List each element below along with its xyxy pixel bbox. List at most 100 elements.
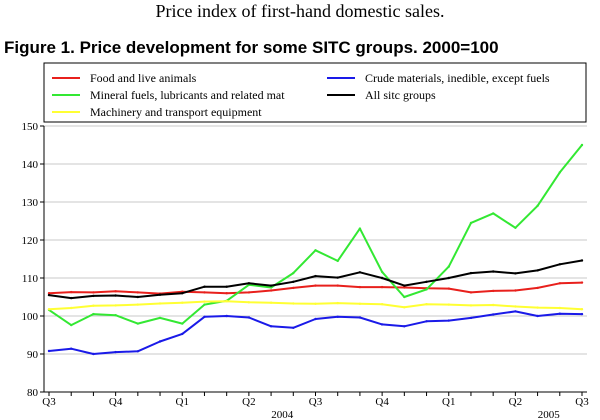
data-point	[92, 291, 95, 294]
data-point	[114, 290, 117, 293]
data-point	[92, 304, 95, 307]
x-year-label: 2005	[538, 409, 561, 420]
data-point	[158, 302, 162, 305]
x-axis-ticks: Q3 Q4 Q1 Q2 Q3 Q4 Q1 Q2 Q3 2004 2005	[42, 392, 589, 420]
data-point	[558, 263, 561, 266]
data-point	[269, 301, 273, 304]
data-point	[314, 284, 317, 287]
data-point	[580, 143, 584, 147]
y-tick-label: 150	[22, 121, 39, 133]
gridlines	[44, 125, 587, 355]
data-point	[225, 300, 228, 303]
data-point	[425, 280, 428, 283]
data-point	[114, 304, 117, 307]
data-point	[247, 291, 251, 294]
data-point	[47, 308, 51, 311]
data-point	[492, 313, 495, 316]
data-point	[536, 286, 539, 290]
data-point	[536, 306, 539, 309]
data-point	[136, 295, 139, 299]
data-point	[447, 276, 450, 280]
data-point	[292, 302, 295, 305]
data-point	[158, 293, 162, 296]
data-point	[514, 305, 517, 308]
series-line-2	[48, 300, 583, 311]
data-point	[336, 301, 339, 305]
data-point	[447, 303, 450, 306]
data-point	[292, 326, 295, 329]
data-point	[492, 212, 495, 215]
data-point	[558, 306, 561, 310]
data-point	[425, 288, 428, 291]
data-point	[314, 302, 317, 305]
series-line-1	[48, 144, 583, 327]
data-point	[403, 286, 406, 289]
y-axis-ticks: 80 90 100 110 120 130 140 150	[22, 121, 44, 399]
data-point	[269, 325, 273, 328]
data-point	[181, 322, 184, 325]
data-point	[158, 340, 162, 343]
data-point	[580, 312, 584, 316]
data-point	[403, 306, 406, 309]
data-point	[203, 315, 206, 318]
x-quarter-label: Q4	[375, 396, 389, 408]
data-point	[514, 310, 517, 313]
data-point	[514, 272, 517, 275]
data-point	[225, 285, 228, 288]
data-point	[536, 314, 539, 318]
series-lines	[47, 143, 584, 356]
data-point	[358, 227, 362, 230]
page-caption: Price index of first-hand domestic sales…	[156, 1, 445, 21]
legend-label: Machinery and transport equipment	[90, 105, 262, 119]
x-quarter-label: Q2	[242, 396, 255, 408]
data-point	[158, 316, 162, 320]
data-point	[269, 284, 273, 287]
data-point	[247, 282, 251, 285]
x-quarter-label: Q3	[42, 396, 56, 408]
data-point	[492, 289, 495, 293]
figure-title: Figure 1. Price development for some SIT…	[4, 38, 499, 57]
data-point	[336, 276, 339, 279]
x-quarter-label: Q4	[109, 396, 123, 408]
data-point	[380, 270, 384, 274]
data-point	[447, 319, 450, 322]
data-point	[225, 314, 228, 318]
x-quarter-label: Q3	[309, 396, 323, 408]
data-point	[380, 285, 384, 289]
x-quarter-label: Q3	[575, 396, 589, 408]
x-quarter-label: Q1	[442, 396, 455, 408]
data-point	[580, 281, 584, 284]
legend-label: Mineral fuels, lubricants and related ma…	[90, 88, 285, 102]
data-point	[514, 226, 517, 229]
legend-label: Crude materials, inedible, except fuels	[365, 71, 550, 85]
y-tick-label: 80	[27, 387, 39, 399]
data-point	[469, 304, 473, 307]
data-point	[425, 320, 428, 323]
y-tick-label: 140	[22, 159, 39, 171]
data-point	[380, 276, 384, 280]
data-point	[247, 301, 251, 304]
data-point	[314, 274, 317, 278]
data-point	[380, 323, 384, 326]
data-point	[136, 303, 139, 306]
data-point	[70, 290, 73, 294]
y-tick-label: 120	[22, 235, 39, 247]
data-point	[358, 302, 362, 305]
data-point	[136, 322, 139, 325]
series-line-0	[48, 281, 583, 295]
data-point	[536, 269, 539, 272]
data-point	[203, 285, 206, 288]
data-point	[203, 303, 206, 306]
data-point	[181, 292, 184, 295]
data-point	[358, 285, 362, 289]
data-point	[136, 291, 139, 294]
data-point	[492, 270, 495, 273]
data-point	[203, 300, 206, 303]
data-point	[580, 259, 584, 262]
data-point	[469, 271, 473, 275]
data-point	[292, 286, 295, 290]
data-point	[336, 259, 339, 263]
data-point	[425, 303, 428, 306]
data-point	[292, 271, 295, 275]
